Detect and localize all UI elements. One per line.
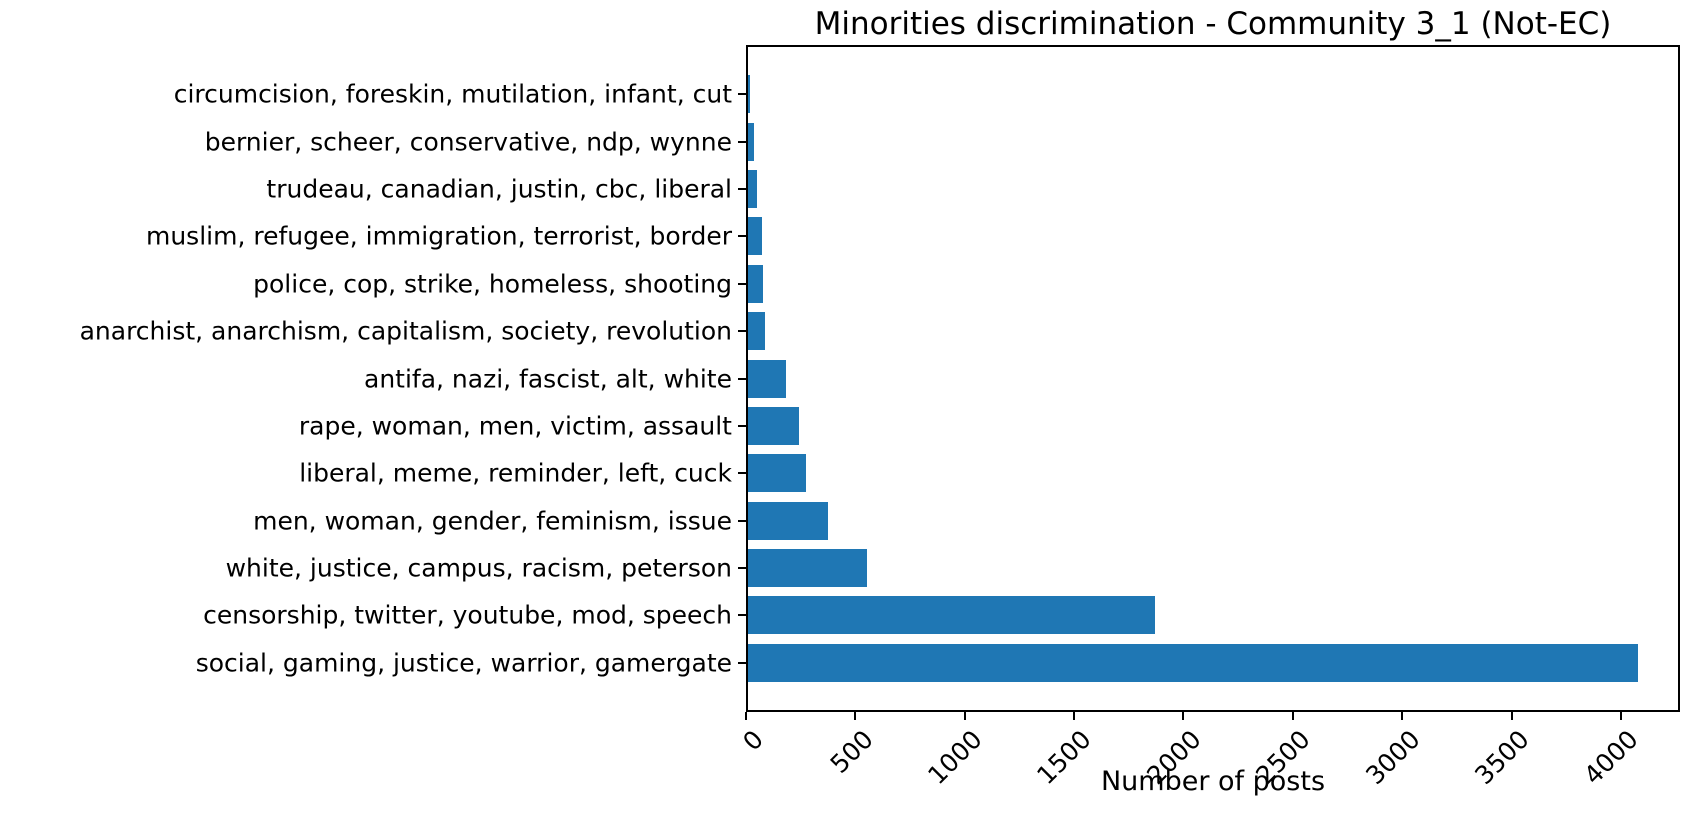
y-tick-mark — [738, 424, 746, 427]
y-tick-label: rape, woman, men, victim, assault — [298, 411, 732, 441]
y-tick-mark — [738, 282, 746, 285]
y-tick-mark — [738, 614, 746, 617]
x-tick-mark — [1510, 712, 1513, 720]
x-tick-label: 0 — [737, 724, 770, 757]
y-tick-label: social, gaming, justice, warrior, gamerg… — [195, 648, 732, 678]
bar — [748, 454, 806, 493]
x-tick-mark — [1401, 712, 1404, 720]
y-tick-label: antifa, nazi, fascist, alt, white — [364, 364, 732, 394]
y-tick-label: bernier, scheer, conservative, ndp, wynn… — [204, 127, 732, 157]
y-tick-mark — [738, 330, 746, 333]
bar — [748, 359, 787, 398]
chart-title: Minorities discrimination - Community 3_… — [814, 6, 1612, 42]
y-tick-label: white, justice, campus, racism, peterson — [225, 553, 732, 583]
bar — [748, 406, 799, 445]
x-tick-mark — [1291, 712, 1294, 720]
x-axis-label: Number of posts — [1100, 766, 1326, 797]
y-tick-label: censorship, twitter, youtube, mod, speec… — [203, 600, 732, 630]
y-tick-mark — [738, 140, 746, 143]
x-tick-mark — [963, 712, 966, 720]
x-tick-mark — [1182, 712, 1185, 720]
y-tick-label: circumcision, foreskin, mutilation, infa… — [173, 79, 732, 109]
y-tick-mark — [738, 235, 746, 238]
x-tick-mark — [745, 712, 747, 720]
y-tick-label: anarchist, anarchism, capitalism, societ… — [79, 316, 732, 346]
y-tick-mark — [738, 188, 746, 191]
plot-area — [746, 45, 1680, 712]
y-tick-mark — [738, 519, 746, 522]
x-tick-mark — [1619, 712, 1622, 720]
y-tick-mark — [738, 472, 746, 475]
y-tick-label: trudeau, canadian, justin, cbc, liberal — [266, 174, 732, 204]
bar — [748, 170, 757, 209]
bar — [748, 264, 764, 303]
bar — [748, 549, 868, 587]
bar — [748, 501, 829, 540]
y-tick-label: liberal, meme, reminder, left, cuck — [299, 458, 732, 488]
bar — [748, 217, 762, 256]
x-tick-mark — [1073, 712, 1076, 720]
y-tick-mark — [738, 377, 746, 380]
y-tick-mark — [738, 93, 746, 96]
y-tick-label: police, cop, strike, homeless, shooting — [253, 269, 732, 299]
y-tick-label: muslim, refugee, immigration, terrorist,… — [145, 221, 732, 251]
bar — [748, 312, 766, 351]
y-tick-mark — [738, 661, 746, 664]
bar — [748, 122, 754, 161]
y-tick-mark — [738, 567, 746, 569]
y-tick-label: men, woman, gender, feminism, issue — [253, 506, 732, 536]
bar — [748, 596, 1155, 635]
bar — [748, 643, 1638, 682]
x-tick-mark — [854, 712, 857, 720]
bar — [748, 75, 751, 114]
